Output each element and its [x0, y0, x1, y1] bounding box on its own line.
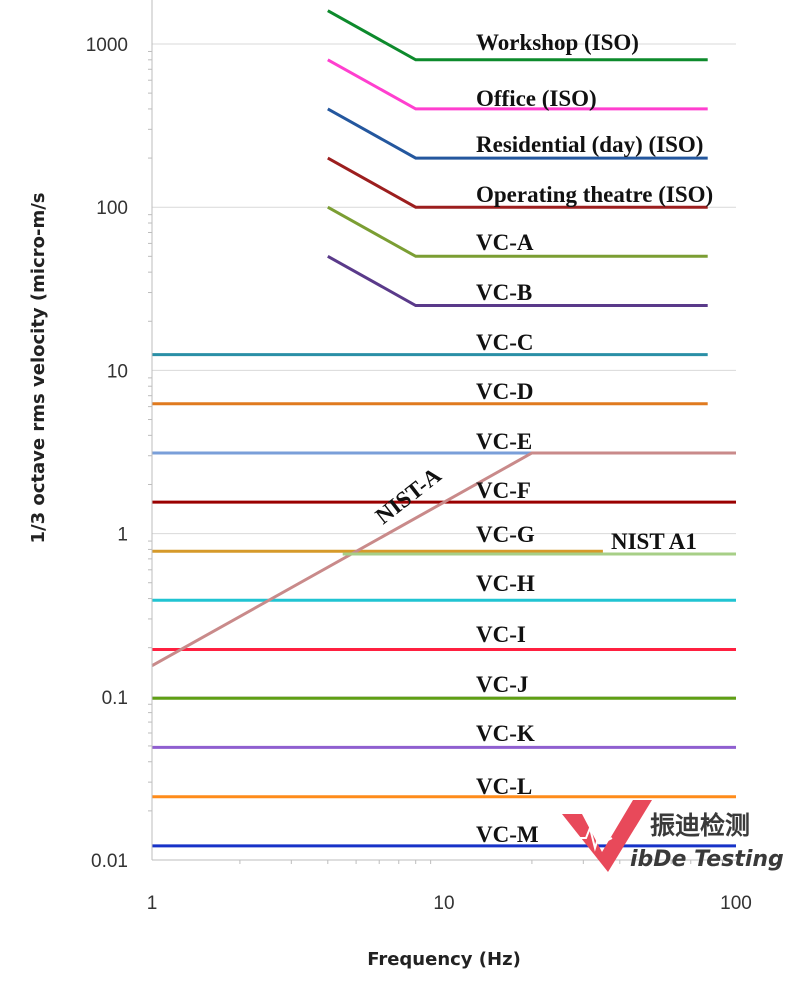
label-vc-e: VC-E [476, 429, 532, 454]
y-tick-label: 0.1 [102, 688, 128, 709]
vibde-logo-icon [562, 800, 652, 872]
series-line-residential-day-iso [327, 107, 708, 160]
label-nist-a: NIST-A [371, 462, 446, 529]
y-tick-label: 100 [96, 198, 128, 219]
y-tick-label: 1 [117, 525, 128, 546]
series-line-office-iso [327, 58, 708, 111]
curve-labels: Workshop (ISO) Office (ISO) Residential … [371, 30, 714, 847]
label-workshop: Workshop (ISO) [476, 30, 639, 55]
y-tick-label: 10 [107, 361, 128, 382]
label-nist-a1: NIST A1 [611, 529, 697, 554]
label-vc-c: VC-C [476, 330, 534, 355]
series-lines [151, 9, 736, 848]
label-vc-g: VC-G [476, 522, 535, 547]
brand-chinese-name: 振迪检测 [650, 811, 750, 840]
series-line-workshop-iso [327, 9, 708, 62]
x-tick-label: 10 [433, 893, 454, 914]
label-vc-m: VC-M [476, 822, 539, 847]
label-residential: Residential (day) (ISO) [476, 132, 703, 157]
axes [151, 0, 736, 861]
tick-labels: 0.01 0.1 1 10 100 1000 1 10 100 [86, 35, 752, 914]
x-axis-title: Frequency (Hz) [367, 949, 521, 970]
x-tick-label: 1 [147, 893, 158, 914]
logo-v-shape [562, 800, 652, 872]
series-line-vc-a [327, 205, 708, 258]
series-line-vc-b [327, 254, 708, 307]
y-tick-label: 0.01 [91, 851, 128, 872]
series-line-operating-theatre-iso [327, 156, 708, 209]
label-vc-b: VC-B [476, 280, 532, 305]
label-office: Office (ISO) [476, 86, 597, 111]
label-vc-l: VC-L [476, 774, 532, 799]
y-axis-title: 1/3 octave rms velocity (micro-m/s [28, 193, 49, 544]
label-vc-d: VC-D [476, 379, 534, 404]
label-vc-a: VC-A [476, 230, 534, 255]
logo-wave-shape [576, 824, 613, 852]
label-operating-theatre: Operating theatre (ISO) [476, 182, 713, 207]
y-tick-label: 1000 [86, 35, 128, 56]
label-vc-f: VC-F [476, 478, 531, 503]
label-vc-h: VC-H [476, 571, 535, 596]
label-vc-i: VC-I [476, 622, 526, 647]
label-vc-j: VC-J [476, 672, 528, 697]
x-tick-label: 100 [720, 893, 752, 914]
series-line-nist-a [151, 451, 736, 668]
brand-english-name: ibDe Testing [630, 847, 784, 872]
watermark: 振迪检测 ibDe Testing [562, 800, 784, 872]
label-vc-k: VC-K [476, 721, 535, 746]
